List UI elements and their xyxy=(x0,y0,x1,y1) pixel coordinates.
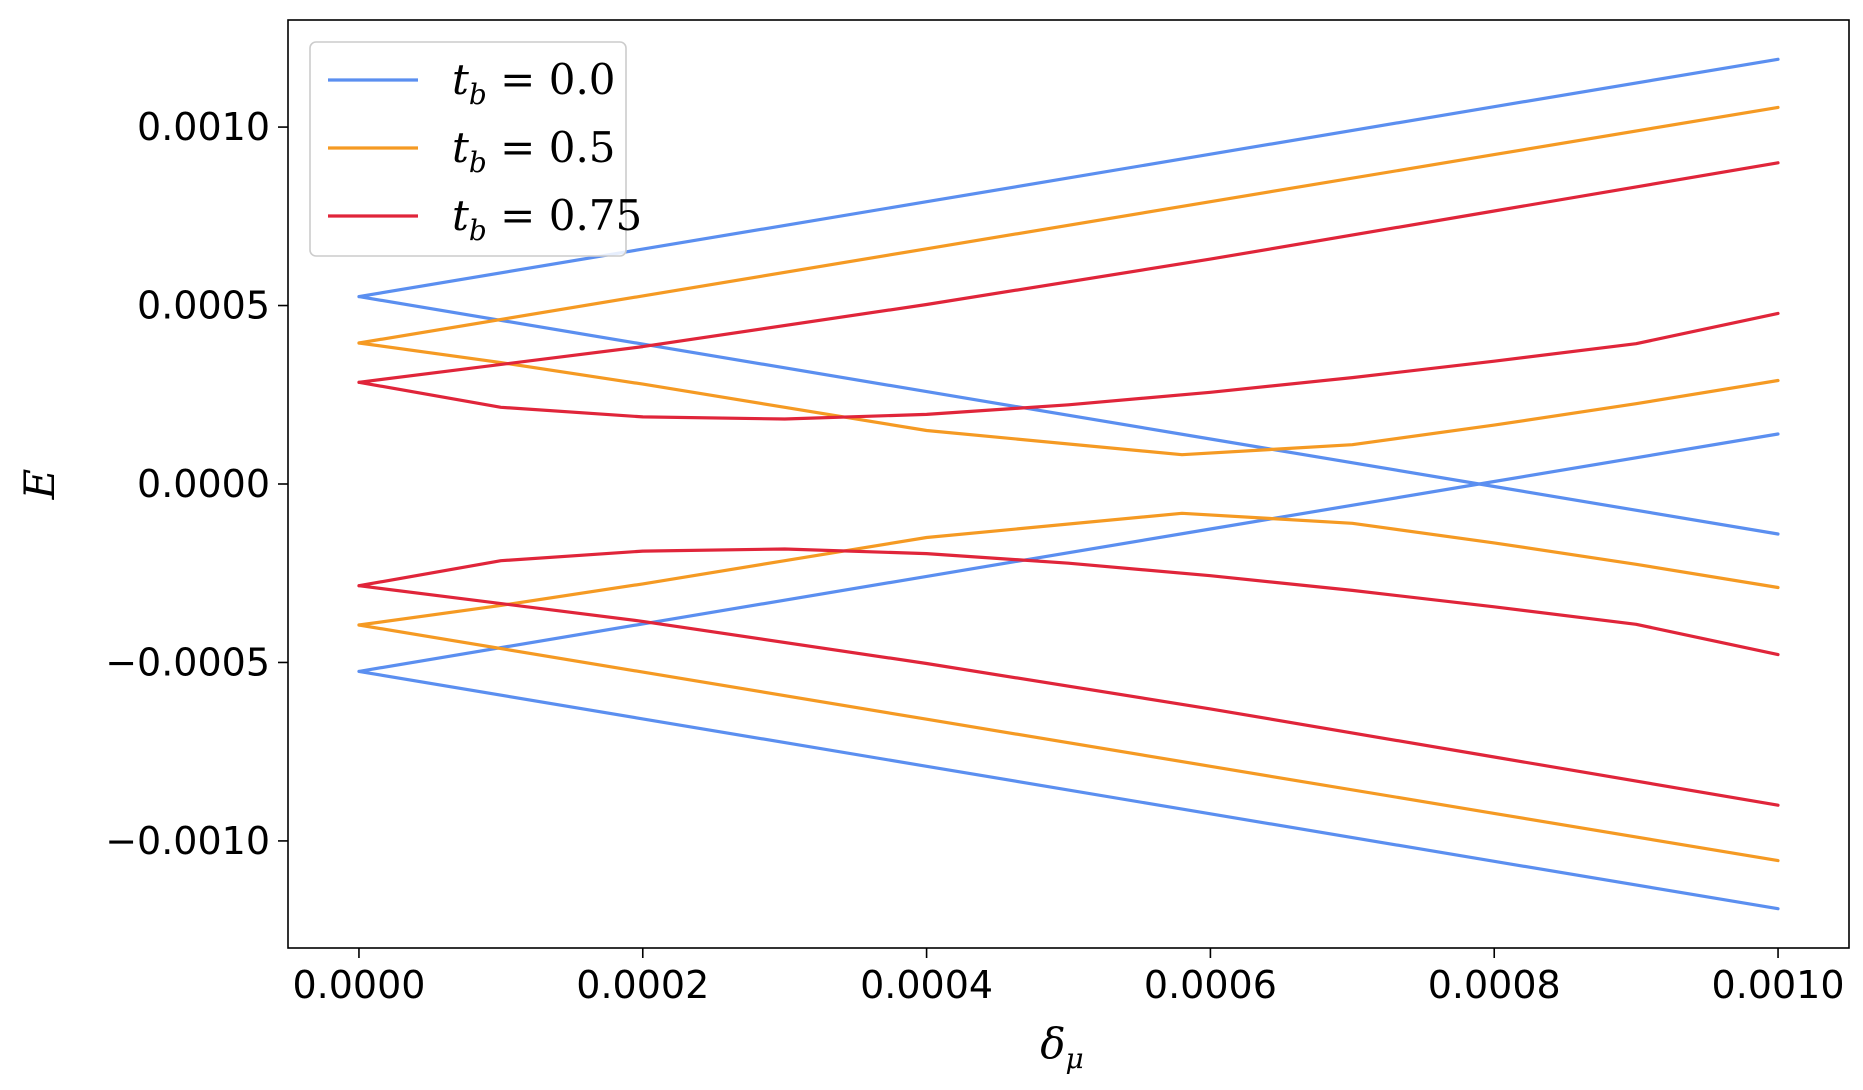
legend-entry-tb-0: tb = 0.0 xyxy=(452,55,616,111)
x-tick-label: 0.0002 xyxy=(576,963,709,1007)
series-line-1-branch-3 xyxy=(357,623,1780,863)
legend-value: 0.75 xyxy=(549,191,643,240)
legend-subscript: b xyxy=(469,146,487,179)
legend-box xyxy=(309,41,627,257)
y-tick-label: 0.0005 xyxy=(137,284,270,328)
legend-value: 0.5 xyxy=(549,123,616,172)
x-tick-label: 0.0004 xyxy=(860,963,993,1007)
legend-entry-tb-05: tb = 0.5 xyxy=(452,123,616,179)
y-tick-label: −0.0005 xyxy=(105,640,270,684)
legend-subscript: b xyxy=(469,78,487,111)
series-line-0-branch-2 xyxy=(357,432,1780,674)
legend-equals: = xyxy=(487,191,549,240)
series-line-2-branch-3 xyxy=(357,584,1780,807)
y-tick-label: −0.0010 xyxy=(105,819,270,863)
x-tick-label: 0.0006 xyxy=(1144,963,1277,1007)
series-line-2-branch-2 xyxy=(357,547,1780,657)
x-tick-label: 0.0000 xyxy=(292,963,425,1007)
series-line-2-branch-1 xyxy=(357,311,1780,421)
y-axis: −0.0010 −0.0005 0.0000 0.0005 0.0010 xyxy=(105,105,288,863)
x-axis: 0.0000 0.0002 0.0004 0.0006 0.0008 0.0010 xyxy=(292,948,1845,1007)
legend-var: t xyxy=(452,191,469,240)
series-line-2-branch-0 xyxy=(357,161,1780,384)
legend: tb = 0.0 tb = 0.5 tb = 0.75 xyxy=(309,41,642,257)
series-layer xyxy=(357,57,1780,911)
x-tick-label: 0.0008 xyxy=(1428,963,1561,1007)
y-axis-label: E xyxy=(15,469,64,501)
series-line-1-branch-2 xyxy=(357,511,1780,627)
legend-var: t xyxy=(452,55,469,104)
legend-equals: = xyxy=(487,55,549,104)
x-axis-label-main: δ xyxy=(1040,1019,1065,1068)
x-tick-label: 0.0010 xyxy=(1712,963,1845,1007)
x-axis-label-subscript: μ xyxy=(1066,1042,1084,1075)
legend-entry-tb-075: tb = 0.75 xyxy=(452,191,642,247)
y-tick-label: 0.0010 xyxy=(137,105,270,149)
legend-equals: = xyxy=(487,123,549,172)
series-line-0-branch-0 xyxy=(357,57,1780,299)
series-line-1-branch-0 xyxy=(357,105,1780,345)
series-line-0-branch-1 xyxy=(357,295,1780,536)
series-line-0-branch-3 xyxy=(357,669,1780,911)
y-tick-label: 0.0000 xyxy=(137,462,270,506)
x-axis-label: δμ xyxy=(1040,1019,1084,1075)
legend-value: 0.0 xyxy=(549,55,616,104)
legend-var: t xyxy=(452,123,469,172)
legend-subscript: b xyxy=(469,214,487,247)
series-line-1-branch-1 xyxy=(357,341,1780,457)
